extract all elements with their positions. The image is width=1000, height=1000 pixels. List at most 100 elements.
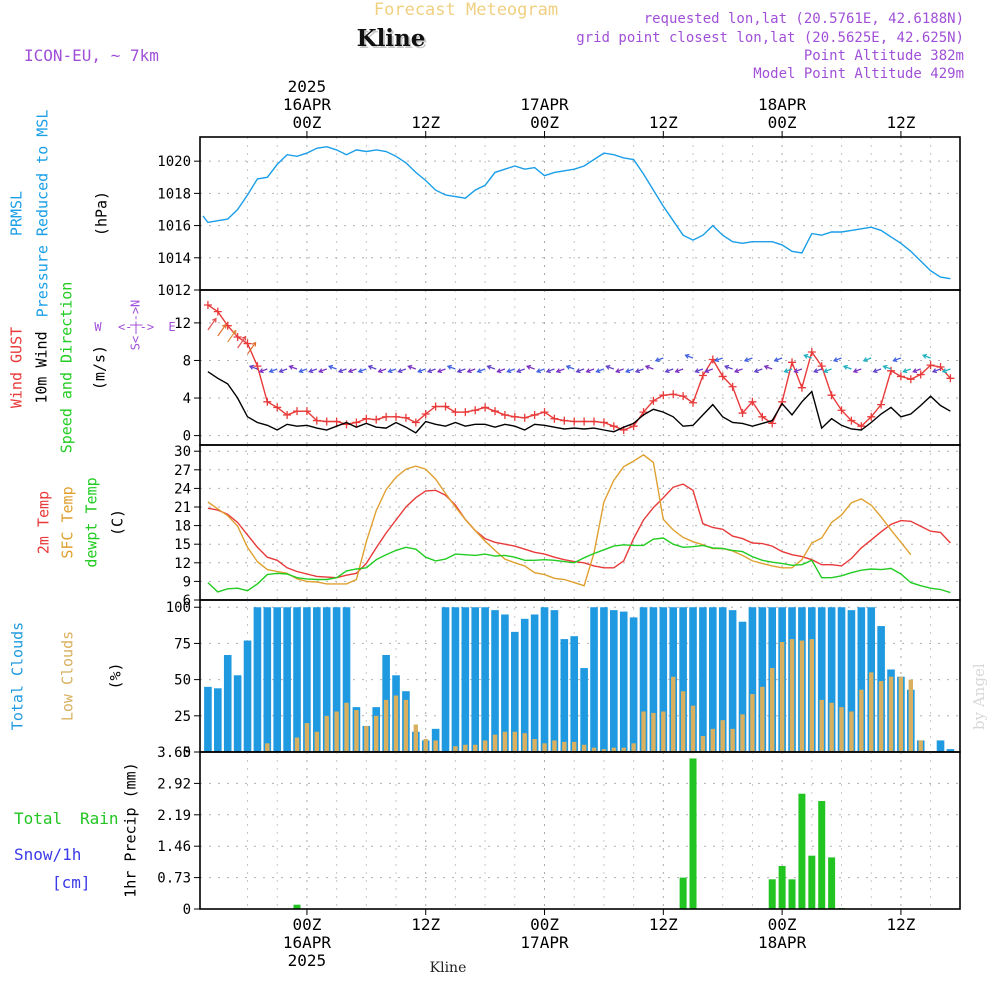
wind-arrow: [922, 354, 931, 359]
wind-arrow: [516, 368, 525, 373]
precip-bar: [808, 855, 816, 909]
location-title-front: Kline: [357, 25, 426, 52]
wind-arrow: [378, 368, 387, 373]
wind-arrow-head: [832, 357, 839, 363]
wind-arrow: [227, 330, 237, 343]
wind-arrow-head: [674, 368, 680, 374]
low-cloud-bar: [393, 695, 399, 752]
low-cloud-bar: [839, 707, 844, 752]
low-cloud-bar: [552, 740, 557, 752]
compass-west: W: [94, 320, 102, 334]
wind-arrow: [615, 368, 624, 373]
bottom-time-label: 00Z: [530, 915, 559, 934]
wind-arrow-head: [545, 368, 551, 374]
wind-arrow-head: [456, 368, 462, 374]
temperature-label: 2m Temp: [35, 491, 53, 554]
gust-marker: [243, 339, 252, 348]
gust-marker: [896, 372, 905, 381]
gust-marker: [827, 391, 836, 400]
wind-ytick-label: 8: [183, 353, 191, 369]
wind-arrow-head: [704, 368, 710, 374]
low-cloud-bar: [730, 728, 735, 752]
wind-arrow: [467, 368, 476, 373]
total-cloud-bar: [718, 607, 727, 752]
wind-label: Wind GUST: [8, 327, 26, 408]
wind-arrow: [893, 357, 902, 362]
wind-arrow-head: [367, 364, 373, 370]
wind-arrow: [477, 368, 486, 373]
gust-marker: [679, 392, 688, 401]
prmsl-line: [202, 145, 951, 280]
low-cloud-bar: [641, 711, 646, 752]
precip-ytick-label: 2.92: [157, 776, 191, 792]
total-cloud-bar: [451, 607, 460, 752]
low-cloud-bar: [522, 733, 527, 752]
top-time-label: 2025: [288, 77, 327, 96]
total-cloud-bar: [629, 617, 638, 752]
precip-bar: [828, 857, 836, 909]
clouds-label: Low Clouds: [59, 631, 77, 721]
total-cloud-bar: [332, 607, 341, 752]
total-cloud-bar: [728, 610, 737, 752]
gust-marker: [590, 417, 599, 426]
total-cloud-bar: [233, 675, 242, 752]
low-cloud-bar: [849, 711, 854, 752]
low-cloud-bar: [482, 740, 488, 752]
wind-arrow-head: [763, 364, 769, 370]
total-cloud-bar: [253, 607, 262, 752]
temperature-panel: 6 9 12 15 18 21 24 27 30 2m Temp SFC Temp dewpt Tem…: [35, 444, 961, 609]
temperature-ytick-label: 12: [174, 556, 191, 572]
wind-arrow: [546, 368, 555, 373]
top-time-label: 00Z: [530, 113, 559, 132]
pressure-ytick-label: 1012: [157, 283, 191, 299]
wind-arrow: [348, 368, 357, 373]
low-cloud-bar: [581, 744, 587, 752]
total-cloud-bar: [748, 607, 757, 752]
gust-marker: [362, 414, 371, 423]
pressure-ytick-label: 1018: [157, 186, 191, 202]
wind-arrow-head: [634, 368, 641, 374]
total-cloud-bar: [441, 607, 450, 752]
wind-arrow-head: [615, 368, 621, 374]
wind-arrow-head: [664, 368, 670, 374]
temperature-label: (C): [109, 509, 127, 536]
precip-frame: [199, 751, 961, 910]
wind-arrow-head: [417, 368, 423, 374]
low-cloud-bar: [779, 641, 785, 752]
low-cloud-bar: [611, 747, 617, 752]
wind-arrow: [447, 365, 456, 370]
wind-label: 10m Wind: [33, 331, 51, 403]
pressure-label: (hPa): [93, 191, 111, 236]
wind-arrow-head: [872, 368, 878, 374]
low-cloud-bar: [918, 740, 923, 752]
10m-wind-line: [207, 371, 951, 434]
gust-marker: [411, 418, 420, 427]
wind-arrow: [823, 368, 832, 373]
wind-arrow-head: [221, 323, 227, 329]
compass-ns: S<-|->N: [129, 300, 143, 351]
gust-marker: [560, 416, 569, 425]
total-cloud-bar: [530, 614, 539, 752]
top-time-label: 18APR: [758, 95, 807, 114]
low-cloud-bar: [760, 686, 765, 752]
gust-marker: [689, 398, 698, 407]
gust-marker: [312, 416, 321, 425]
total-cloud-bar: [709, 607, 717, 752]
wind-arrow: [873, 368, 882, 373]
gust-marker: [698, 371, 707, 380]
precip-bar: [778, 865, 786, 909]
bottom-time-label: 12Z: [649, 915, 678, 934]
gust-marker: [352, 418, 361, 427]
wind-arrow: [417, 368, 426, 373]
low-cloud-bar: [829, 702, 834, 752]
low-cloud-bar: [770, 668, 775, 752]
total-cloud-bar: [243, 640, 252, 752]
wind-arrow: [942, 368, 951, 373]
low-cloud-bar: [294, 737, 300, 752]
wind-arrow-head: [912, 368, 918, 374]
total-cloud-bar: [679, 607, 687, 752]
wind-arrow-head: [337, 368, 344, 374]
precip-ytick-label: 0: [183, 902, 191, 918]
wind-arrow-head: [231, 329, 237, 335]
